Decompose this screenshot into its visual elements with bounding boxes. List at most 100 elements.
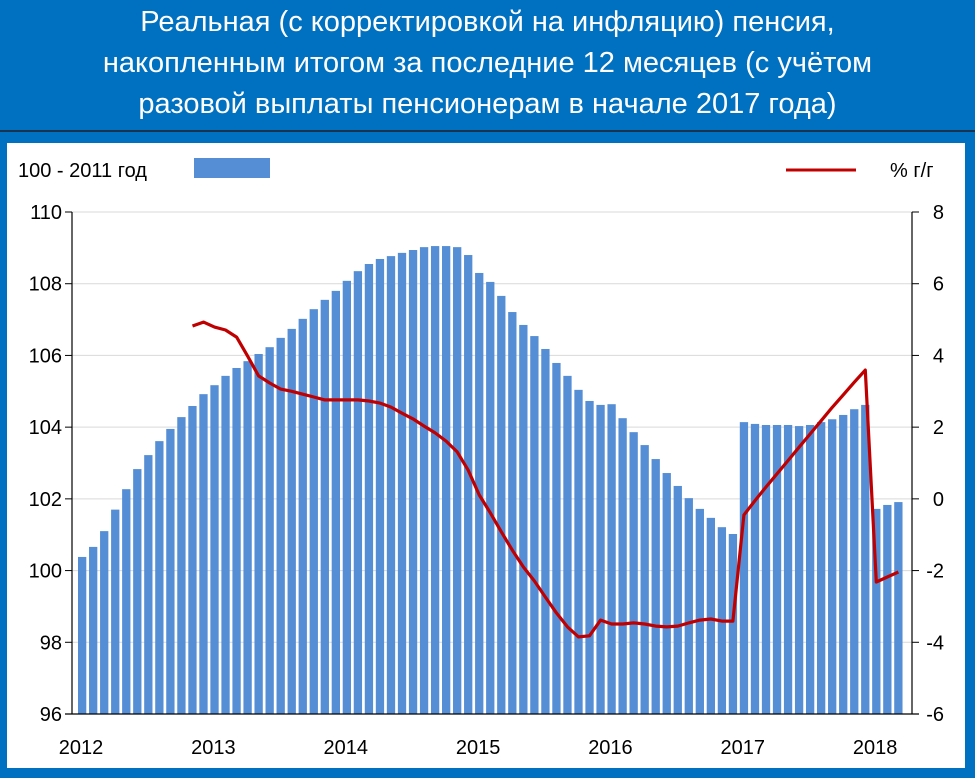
bar — [199, 394, 208, 714]
title-separator — [0, 130, 975, 132]
bar — [850, 409, 859, 714]
left-tick-label: 102 — [29, 489, 62, 511]
bar — [772, 424, 782, 714]
bar — [883, 504, 892, 714]
bar — [287, 328, 296, 714]
bar — [552, 362, 561, 714]
left-tick-label: 98 — [40, 632, 62, 654]
bar — [794, 426, 804, 714]
bar — [706, 517, 716, 714]
bar — [651, 459, 660, 714]
bar — [353, 271, 363, 714]
bar — [828, 419, 837, 714]
bar — [497, 295, 506, 714]
bar — [243, 361, 252, 714]
bar — [265, 347, 274, 714]
bar — [750, 423, 760, 714]
x-tick-label: 2018 — [853, 737, 898, 759]
left-tick-label: 110 — [30, 202, 62, 224]
bar — [596, 404, 605, 714]
bar — [100, 531, 109, 714]
right-tick-label: -2 — [926, 561, 944, 583]
bar — [320, 299, 329, 714]
bar — [783, 424, 793, 714]
bar — [408, 250, 418, 714]
bar — [254, 353, 263, 714]
left-tick-label: 106 — [29, 345, 62, 367]
left-tick-label: 104 — [29, 417, 62, 439]
bar — [894, 502, 903, 714]
bar — [78, 556, 87, 714]
x-tick-label: 2014 — [323, 737, 368, 759]
bar — [607, 404, 616, 714]
bar — [739, 422, 749, 714]
bar — [331, 290, 340, 714]
bar — [419, 247, 429, 714]
bar — [629, 432, 638, 714]
legend-bars-swatch — [194, 158, 270, 178]
right-tick-label: -4 — [926, 632, 944, 654]
bar — [817, 422, 826, 714]
bar — [453, 247, 462, 714]
x-tick-label: 2017 — [721, 737, 766, 759]
x-tick-label: 2015 — [456, 737, 501, 759]
bar — [464, 255, 473, 714]
bar-series — [78, 246, 903, 715]
bar — [695, 508, 704, 714]
bar — [585, 400, 594, 714]
bar — [761, 424, 771, 714]
bar — [805, 424, 815, 714]
title-line-2: накопленным итогом за последние 12 месяц… — [102, 47, 873, 79]
right-tick-label: 2 — [933, 417, 944, 439]
line-path — [191, 320, 900, 639]
x-tick-label: 2013 — [191, 737, 236, 759]
bar — [563, 375, 572, 714]
bar — [166, 428, 175, 714]
bar — [111, 509, 120, 714]
bar — [375, 258, 385, 714]
left-tick-label: 96 — [40, 704, 62, 726]
bar — [364, 263, 374, 714]
legend-line-label: % г/г — [890, 160, 934, 182]
chart-title: Реальная (с корректировкой на инфляцию) … — [0, 2, 975, 125]
right-tick-label: 8 — [933, 202, 944, 224]
axes: 96 98 100 102 104 106 108 110 -6 -4 -2 0 2 4 6 8 2012 201… — [29, 202, 944, 759]
bar — [221, 375, 230, 714]
left-tick-label: 100 — [29, 561, 62, 583]
title-line-3: разовой выплаты пенсионерам в начале 201… — [138, 88, 837, 120]
right-tick-label: 0 — [933, 489, 944, 511]
bar — [441, 246, 451, 715]
bar — [342, 280, 352, 714]
bar — [188, 405, 197, 714]
bar — [133, 469, 142, 714]
bar — [640, 445, 649, 714]
right-tick-label: 6 — [933, 274, 944, 296]
bar — [728, 533, 738, 714]
title-line-1: Реальная (с корректировкой на инфляцию) … — [140, 6, 835, 38]
right-tick-label: -6 — [926, 704, 944, 726]
line-series — [191, 320, 900, 639]
bar — [519, 324, 528, 714]
bar — [309, 309, 318, 714]
bar — [298, 318, 307, 714]
x-tick-label: 2012 — [59, 737, 104, 759]
bar — [684, 498, 693, 714]
bar — [508, 312, 517, 714]
right-tick-label: 4 — [933, 345, 944, 367]
bar — [122, 489, 131, 714]
bar — [144, 455, 153, 714]
bar — [662, 473, 671, 714]
bar — [861, 404, 870, 714]
legend: 100 - 2011 год % г/г — [18, 158, 934, 182]
bar — [574, 389, 583, 714]
bar — [386, 256, 396, 714]
legend-bars-label: 100 - 2011 год — [18, 160, 147, 182]
bar — [430, 246, 440, 715]
bar — [210, 385, 219, 714]
bar — [839, 414, 848, 714]
bar — [541, 348, 550, 714]
left-tick-label: 108 — [29, 274, 62, 296]
bar — [872, 508, 881, 714]
bar — [618, 418, 627, 714]
